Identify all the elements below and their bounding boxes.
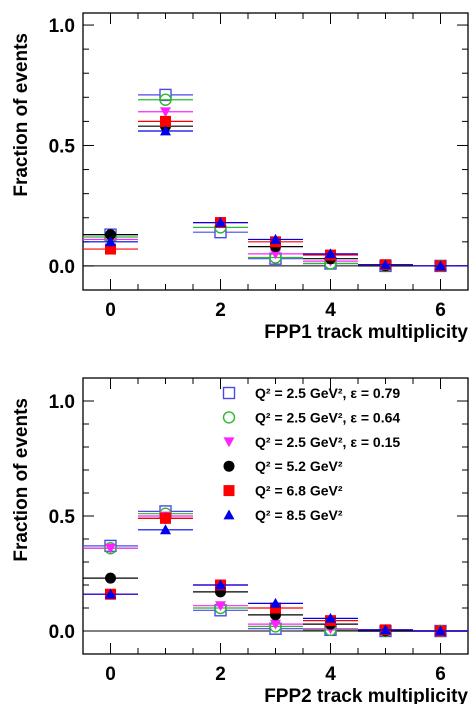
data-point	[160, 125, 171, 136]
data-point	[325, 248, 336, 259]
legend-marker	[222, 386, 236, 400]
legend-entry: Q² = 2.5 GeV², ε = 0.64	[255, 409, 400, 425]
legend-marker	[223, 485, 235, 497]
data-point	[105, 243, 116, 255]
y-tick-label: 0.0	[49, 622, 75, 643]
data-point	[270, 233, 281, 244]
data-point	[380, 624, 391, 635]
data-point	[160, 115, 171, 127]
legend-marker	[223, 460, 235, 472]
legend: Q² = 2.5 GeV², ε = 0.79 Q² = 2.5 GeV², ε …	[222, 385, 400, 523]
data-point	[215, 601, 226, 612]
data-point	[270, 597, 281, 608]
y-tick-label: 0.0	[49, 257, 75, 278]
data-point	[215, 217, 226, 227]
x-tick-label: 2	[215, 664, 226, 685]
data-point	[160, 524, 171, 535]
legend-marker	[222, 411, 236, 424]
top-panel: 0 2 4 6 0.0 0.5 1.0 FPP1 track multiplicity Frac…	[11, 12, 469, 343]
data-point	[159, 93, 172, 106]
data-point	[215, 579, 226, 590]
data-point	[435, 625, 446, 636]
legend-entry: Q² = 6.8 GeV²	[255, 483, 343, 499]
data-point	[270, 249, 281, 260]
series-3	[83, 120, 468, 272]
y-tick-label: 1.0	[49, 392, 75, 413]
x-axis-label: FPP2 track multiplicity	[264, 686, 468, 704]
x-tick-label: 6	[435, 664, 446, 685]
data-point	[105, 588, 116, 599]
x-tick-label: 6	[435, 300, 446, 321]
y-axis-label: Fraction of events	[11, 33, 32, 197]
y-tick-label: 0.5	[49, 507, 76, 528]
data-point	[105, 236, 116, 247]
data-point	[105, 543, 116, 554]
data-point	[105, 572, 116, 584]
data-point	[160, 107, 171, 118]
legend-entry: Q² = 2.5 GeV², ε = 0.15	[255, 434, 400, 450]
data-point	[270, 602, 281, 614]
legend-marker	[223, 437, 235, 448]
legend-marker	[223, 509, 235, 520]
data-point	[435, 260, 446, 271]
x-tick-label: 0	[105, 300, 116, 321]
x-tick-label: 2	[215, 300, 226, 321]
legend-entry: Q² = 5.2 GeV²	[255, 458, 343, 474]
bottom-panel: 0 2 4 6 0.0 0.5 1.0 FPP2 track multiplicity Frac…	[11, 377, 469, 704]
y-axis-label: Fraction of events	[11, 398, 32, 562]
data-point	[325, 612, 336, 623]
series-5	[83, 524, 468, 636]
data-point	[105, 229, 116, 241]
data-point	[160, 512, 171, 524]
data-point	[380, 259, 391, 270]
x-tick-label: 4	[325, 664, 336, 685]
series-5	[83, 125, 468, 271]
data-point	[270, 619, 281, 630]
legend-entry: Q² = 2.5 GeV², ε = 0.79	[255, 385, 400, 401]
y-tick-label: 1.0	[49, 16, 75, 37]
legend-entry: Q² = 8.5 GeV²	[255, 507, 343, 523]
x-tick-label: 0	[105, 664, 116, 685]
series-3	[83, 512, 468, 637]
y-tick-label: 0.5	[49, 136, 76, 157]
x-axis-label: FPP1 track multiplicity	[264, 322, 468, 343]
x-tick-label: 4	[325, 300, 336, 321]
